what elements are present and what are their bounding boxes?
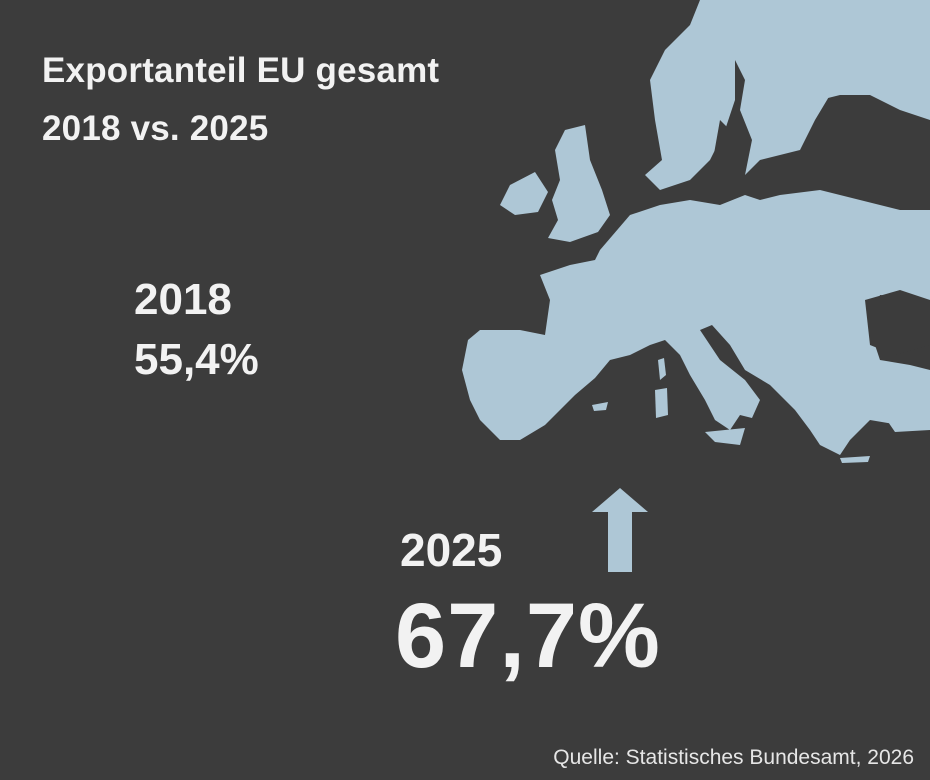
stat-2018: 2018 55,4% — [134, 270, 259, 390]
year-2025-label: 2025 — [400, 524, 503, 576]
mainland-shape — [462, 190, 930, 455]
finland-shape — [770, 25, 840, 100]
chart-title: Exportanteil EU gesamt 2018 vs. 2025 — [42, 42, 439, 158]
year-2018-value: 55,4% — [134, 335, 259, 384]
arrow-up-icon — [592, 488, 648, 572]
crete-shape — [840, 456, 870, 463]
source-note: Quelle: Statistisches Bundesamt, 2026 — [553, 746, 914, 769]
year-2025-value: 67,7% — [395, 585, 661, 687]
turkey-shape — [880, 375, 930, 432]
balearic-shape — [592, 402, 608, 411]
sicily-shape — [705, 428, 745, 445]
corsica-shape — [658, 358, 666, 380]
year-2018-label: 2018 — [134, 275, 232, 324]
title-line-2: 2018 vs. 2025 — [42, 109, 269, 148]
sardinia-shape — [655, 388, 668, 418]
uk-shape — [548, 125, 610, 242]
ireland-shape — [500, 172, 548, 215]
title-line-1: Exportanteil EU gesamt — [42, 51, 440, 90]
